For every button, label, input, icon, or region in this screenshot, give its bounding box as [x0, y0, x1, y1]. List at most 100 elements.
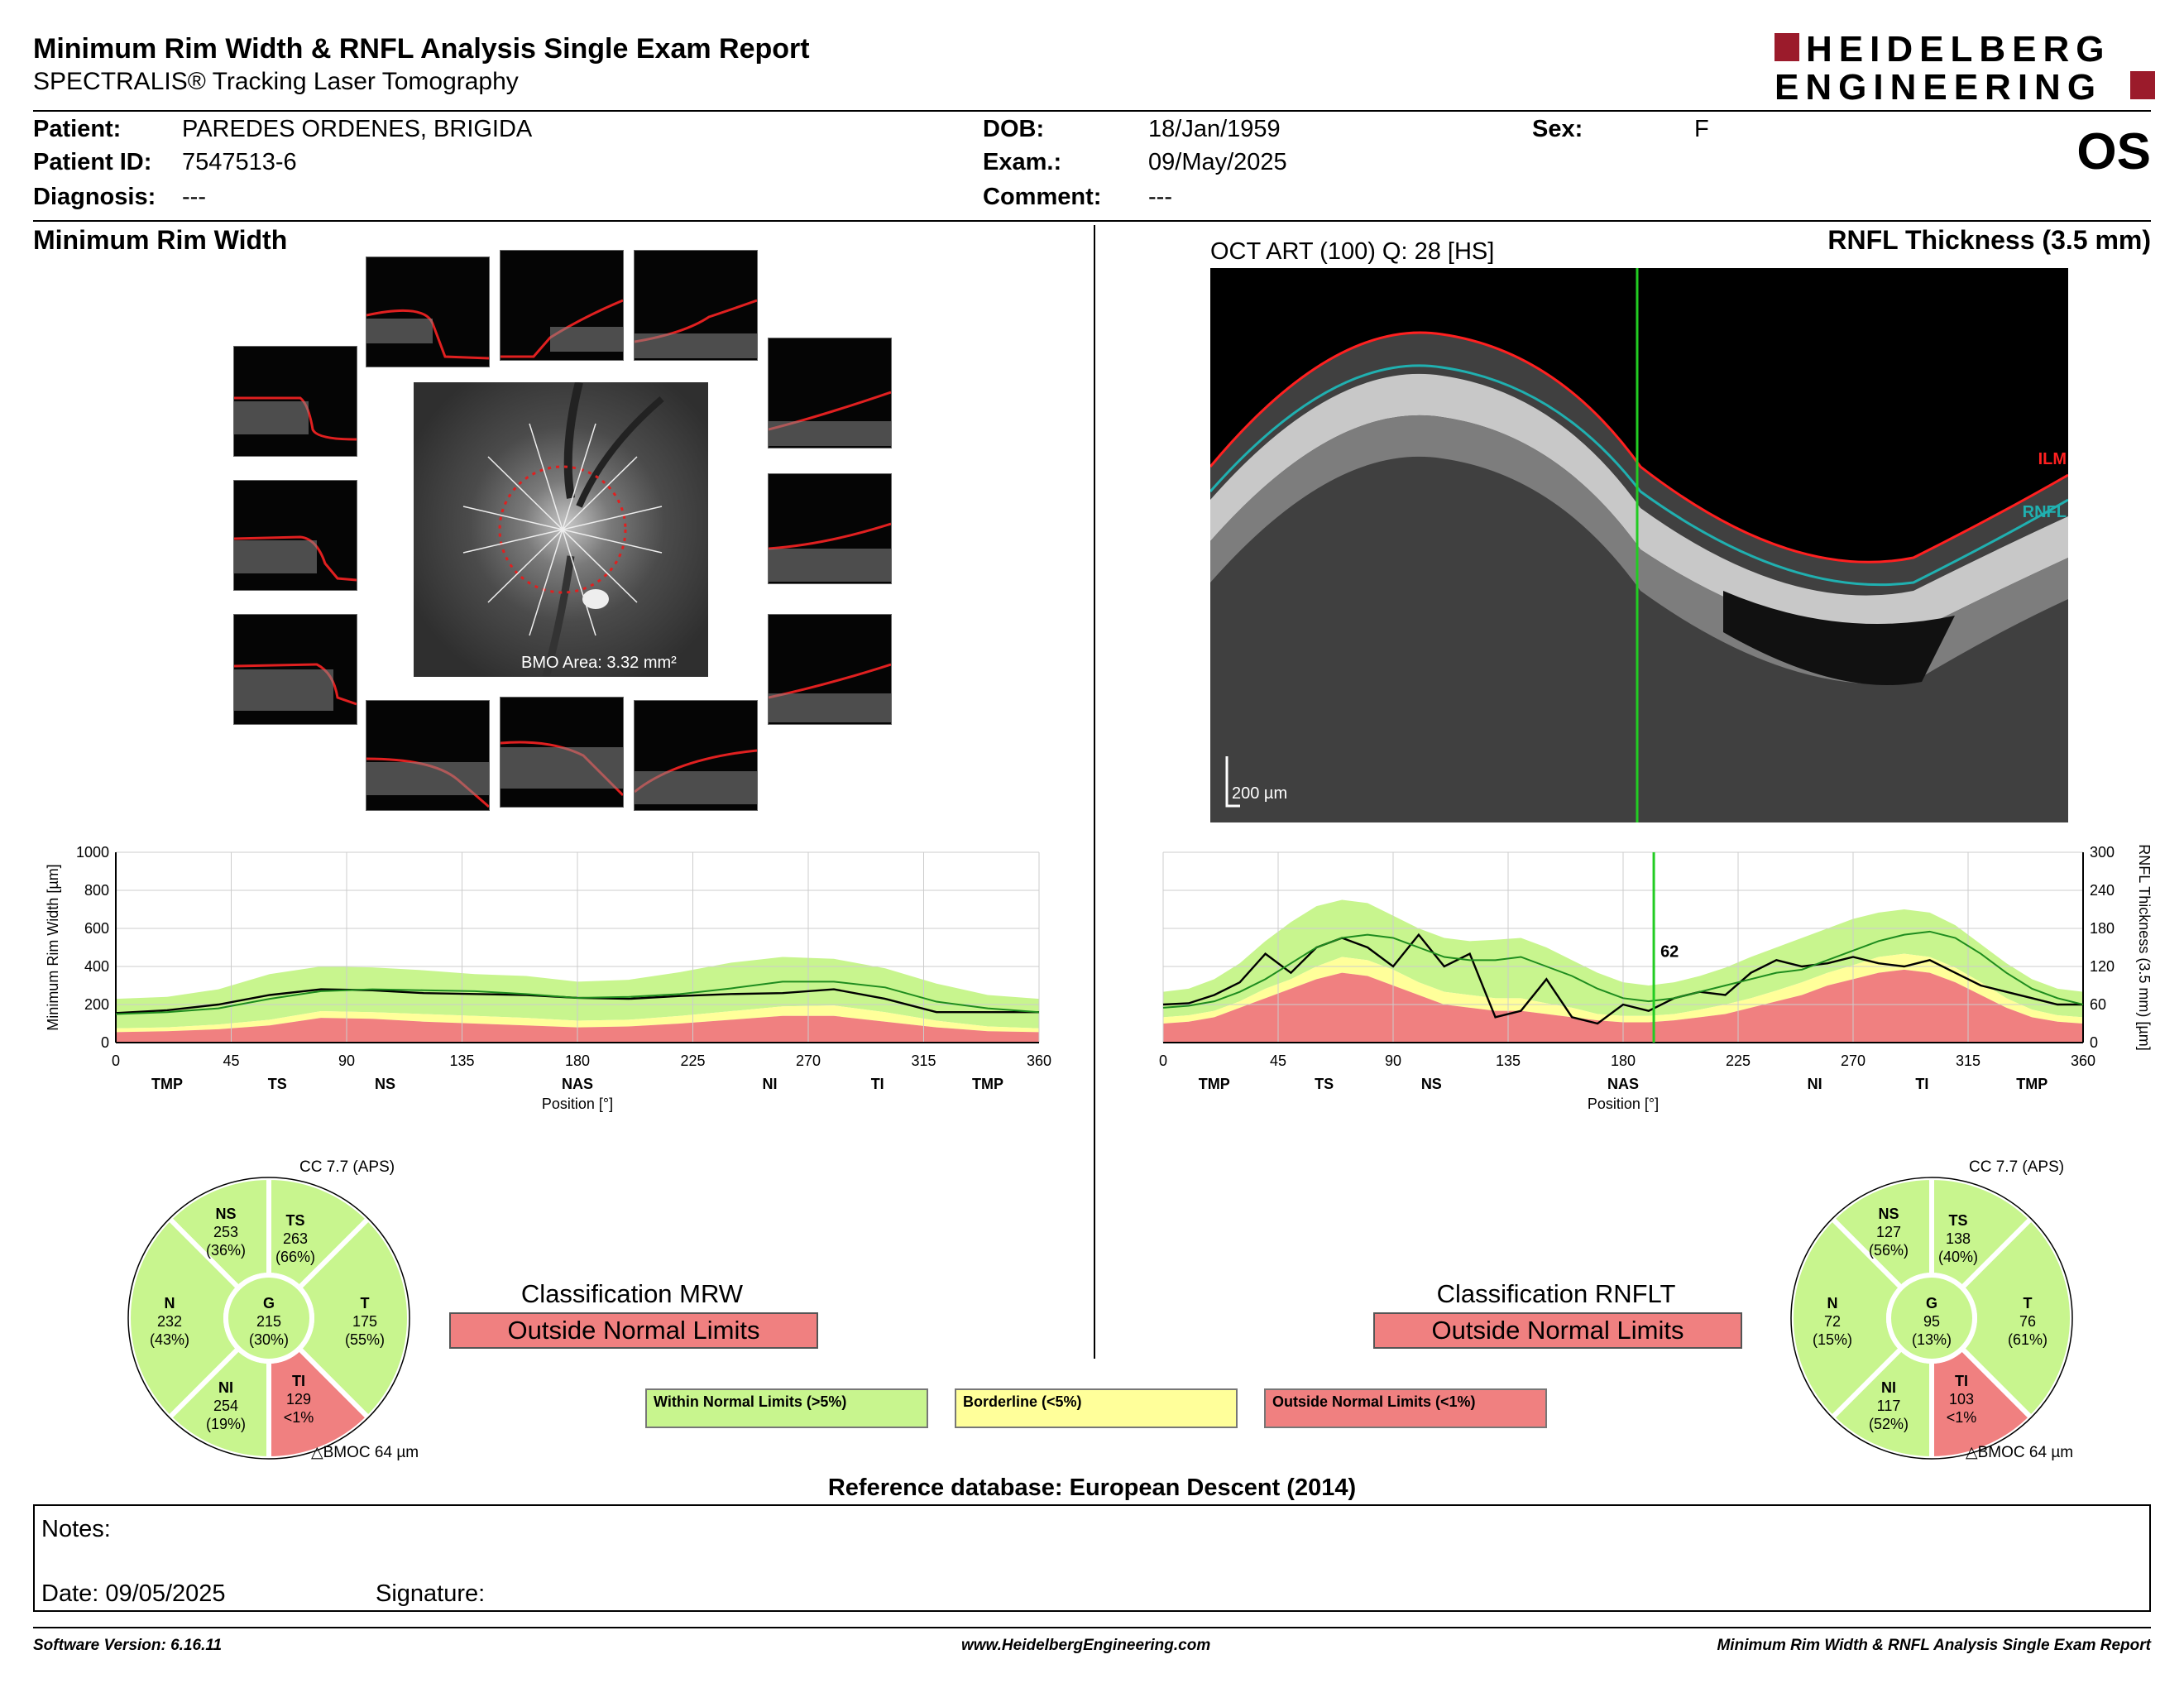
- y-tick-label: 200: [84, 996, 109, 1013]
- rnfl-chart: 0 45 90 135 180 225 270 315 360 TMP TS NS NAS NI TI TMP…: [1159, 844, 2153, 1112]
- ilm-label: ILM: [2038, 450, 2067, 468]
- sector-label: NS: [1421, 1076, 1442, 1092]
- mrw-section-title: Minimum Rim Width: [33, 225, 288, 255]
- heidelberg-logo: HEIDELBERG ENGINEERING: [1774, 29, 2155, 108]
- y-tick-label: 0: [2090, 1034, 2098, 1051]
- bscan-thumb[interactable]: [500, 250, 624, 361]
- sector-value-t: 175: [352, 1313, 377, 1330]
- center-divider: [1094, 225, 1095, 1359]
- x-tick-label: 360: [2071, 1053, 2095, 1069]
- y-tick-label: 0: [101, 1034, 109, 1051]
- diagnosis-label: Diagnosis:: [33, 184, 156, 210]
- sector-pct-ni: (52%): [1869, 1416, 1909, 1432]
- sector-label: NAS: [562, 1076, 593, 1092]
- mrw-bmoc-label: △BMOC 64 µm: [311, 1444, 419, 1461]
- y-tick-label: 1000: [76, 844, 109, 861]
- dob-label: DOB:: [983, 116, 1045, 142]
- sector-label-n: N: [165, 1295, 175, 1312]
- x-tick-label: 270: [796, 1053, 821, 1069]
- y-tick-label: 60: [2090, 996, 2106, 1013]
- mrw-bmoc-text: BMOC 64 µm: [323, 1444, 419, 1461]
- rnfl-bmoc-text: BMOC 64 µm: [1977, 1444, 2074, 1461]
- sector-label: TMP: [151, 1076, 183, 1092]
- marker-value-label: 62: [1660, 943, 1679, 961]
- sex-value: F: [1694, 116, 1709, 142]
- sector-label-t: T: [361, 1295, 370, 1312]
- y-tick-label: 180: [2090, 920, 2115, 937]
- rnfl-bmoc-label: △BMOC 64 µm: [1966, 1444, 2074, 1461]
- bscan-thumb[interactable]: [233, 614, 357, 725]
- x-axis-title: Position [°]: [1588, 1096, 1659, 1112]
- x-tick-label: 90: [338, 1053, 355, 1069]
- x-tick-label: 135: [1496, 1053, 1521, 1069]
- sector-pct-ts: (40%): [1938, 1249, 1978, 1265]
- rnfl-sector-pie: NS127(56%)TS138(40%)N72(15%)G95(13%)T76(…: [1789, 1174, 2075, 1462]
- bscan-thumb[interactable]: [768, 338, 892, 448]
- reference-database: Reference database: European Descent (20…: [827, 1475, 1357, 1501]
- bscan-thumb[interactable]: [768, 473, 892, 584]
- sector-label: TMP: [2016, 1076, 2048, 1092]
- y-tick-label: 600: [84, 920, 109, 937]
- bscan-thumb[interactable]: [233, 346, 357, 457]
- rnfl-bscan-image[interactable]: ILM RNFL 200 µm: [1210, 268, 2068, 822]
- logo-line1: HEIDELBERG: [1806, 30, 2110, 70]
- series-line: [1162, 930, 2084, 1009]
- sector-value-ni: 254: [213, 1398, 238, 1414]
- sector-value-ni: 117: [1877, 1398, 1901, 1414]
- bscan-thumb[interactable]: [233, 480, 357, 591]
- rnfl-classification-value: Outside Normal Limits: [1373, 1312, 1742, 1349]
- bscan-thumb[interactable]: [634, 250, 758, 361]
- report-title: Minimum Rim Width & RNFL Analysis Single…: [33, 33, 810, 65]
- bscan-thumb[interactable]: [366, 257, 490, 367]
- y-axis-title: RNFL Thickness (3.5 mm) [µm]: [2136, 844, 2153, 1050]
- sector-value-t: 76: [2019, 1313, 2036, 1330]
- sector-pct-n: (15%): [1813, 1331, 1852, 1348]
- mrw-classification-value: Outside Normal Limits: [449, 1312, 818, 1349]
- sector-value-g: 215: [256, 1313, 281, 1330]
- fundus-image[interactable]: BMO Area: 3.32 mm²: [414, 382, 708, 677]
- sector-label: NI: [763, 1076, 778, 1092]
- sector-label-ni: NI: [1881, 1379, 1896, 1396]
- x-tick-label: 360: [1027, 1053, 1051, 1069]
- legend-within: Within Normal Limits (>5%): [645, 1388, 928, 1428]
- x-tick-label: 180: [1611, 1053, 1636, 1069]
- sex-label: Sex:: [1532, 116, 1583, 142]
- rnfl-classification-title: Classification RNFLT: [1436, 1279, 1676, 1308]
- sector-pct-ns: (36%): [206, 1242, 246, 1259]
- bscan-thumb[interactable]: [500, 697, 624, 808]
- comment-label: Comment:: [983, 184, 1102, 210]
- sector-label: NS: [375, 1076, 395, 1092]
- sector-label: TI: [1915, 1076, 1928, 1092]
- sector-value-ti: 103: [1949, 1391, 1974, 1407]
- bscan-thumb[interactable]: [768, 614, 892, 725]
- x-tick-label: 0: [1159, 1053, 1167, 1069]
- sector-value-g: 95: [1923, 1313, 1940, 1330]
- sector-label-ti: TI: [292, 1373, 305, 1389]
- rnfl-layer-label: RNFL: [2022, 503, 2067, 521]
- mrw-chart: 0 45 90 135 180 225 270 315 360 TMP TS NS NAS NI TI TMP…: [45, 844, 1051, 1112]
- y-tick-label: 120: [2090, 958, 2115, 975]
- scan-info: OCT ART (100) Q: 28 [HS]: [1210, 238, 1495, 265]
- sector-pct-ni: (19%): [206, 1416, 246, 1432]
- x-tick-label: 45: [223, 1053, 239, 1069]
- footer-report-title: Minimum Rim Width & RNFL Analysis Single…: [1717, 1637, 2151, 1654]
- sector-label-g: G: [263, 1295, 275, 1312]
- mrw-sector-pie: NS253(36%)TS263(66%)N232(43%)G215(30%)T1…: [126, 1174, 412, 1462]
- x-tick-label: 270: [1841, 1053, 1866, 1069]
- website-link[interactable]: www.HeidelbergEngineering.com: [961, 1637, 1211, 1654]
- legend-borderline: Borderline (<5%): [955, 1388, 1238, 1428]
- sector-label-ni: NI: [218, 1379, 233, 1396]
- report-subtitle: SPECTRALIS® Tracking Laser Tomography: [33, 68, 519, 95]
- logo-line2: ENGINEERING: [1774, 67, 2102, 103]
- x-tick-label: 225: [680, 1053, 705, 1069]
- sector-pct-ts: (66%): [275, 1249, 315, 1265]
- notes-box[interactable]: Notes: Date: 09/05/2025 Signature:: [33, 1504, 2151, 1612]
- diagnosis-value: ---: [182, 184, 206, 210]
- bscan-thumb[interactable]: [366, 700, 490, 811]
- sector-label-t: T: [2024, 1295, 2033, 1312]
- exam-value: 09/May/2025: [1148, 149, 1287, 175]
- sector-label: TS: [1315, 1076, 1334, 1092]
- signature-label: Signature:: [376, 1580, 486, 1607]
- sector-label-ts: TS: [285, 1212, 304, 1229]
- bscan-thumb[interactable]: [634, 700, 758, 811]
